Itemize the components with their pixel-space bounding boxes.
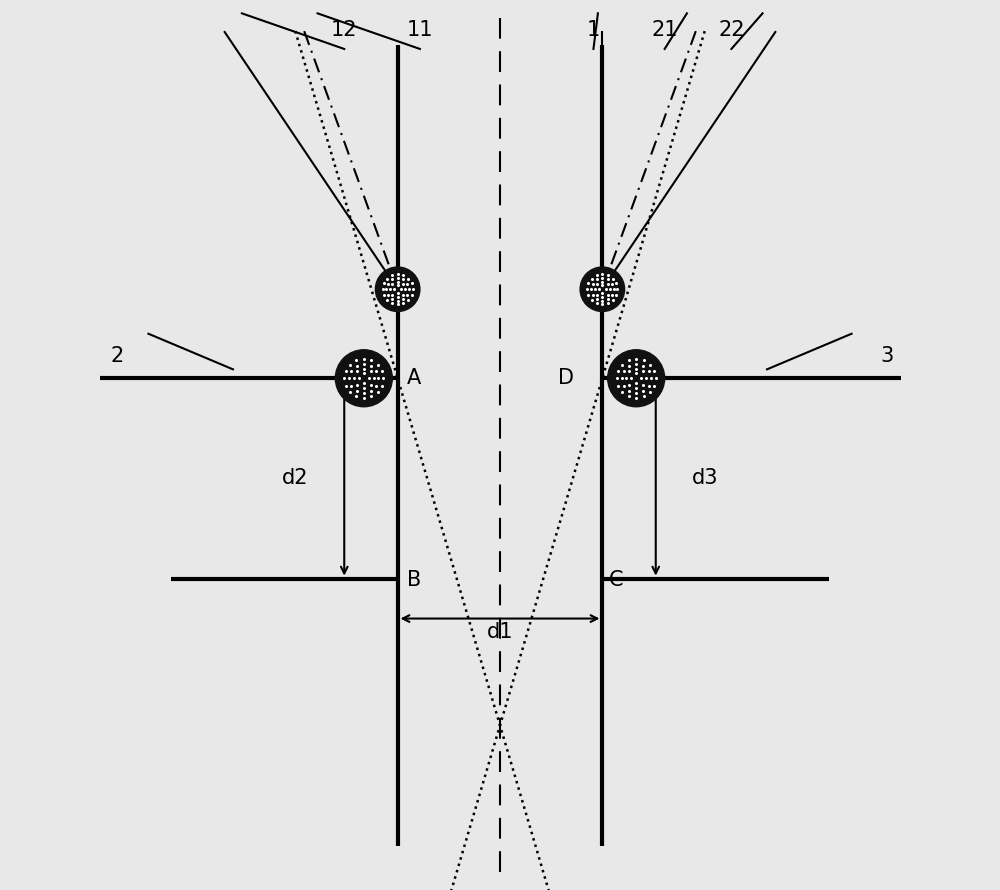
Circle shape [608,350,665,407]
Text: d2: d2 [282,468,309,488]
Text: 3: 3 [881,346,894,366]
Text: A: A [407,368,421,388]
Text: B: B [407,570,421,590]
Text: 2: 2 [111,346,124,366]
Text: d3: d3 [691,468,718,488]
Circle shape [335,350,392,407]
Text: 22: 22 [718,20,745,40]
Text: 12: 12 [331,20,358,40]
Circle shape [375,267,420,312]
Text: 11: 11 [407,20,433,40]
Text: C: C [609,570,623,590]
Circle shape [580,267,625,312]
Text: d1: d1 [487,622,513,642]
Text: D: D [558,368,574,388]
Text: 21: 21 [651,20,678,40]
Text: 1: 1 [587,20,600,40]
